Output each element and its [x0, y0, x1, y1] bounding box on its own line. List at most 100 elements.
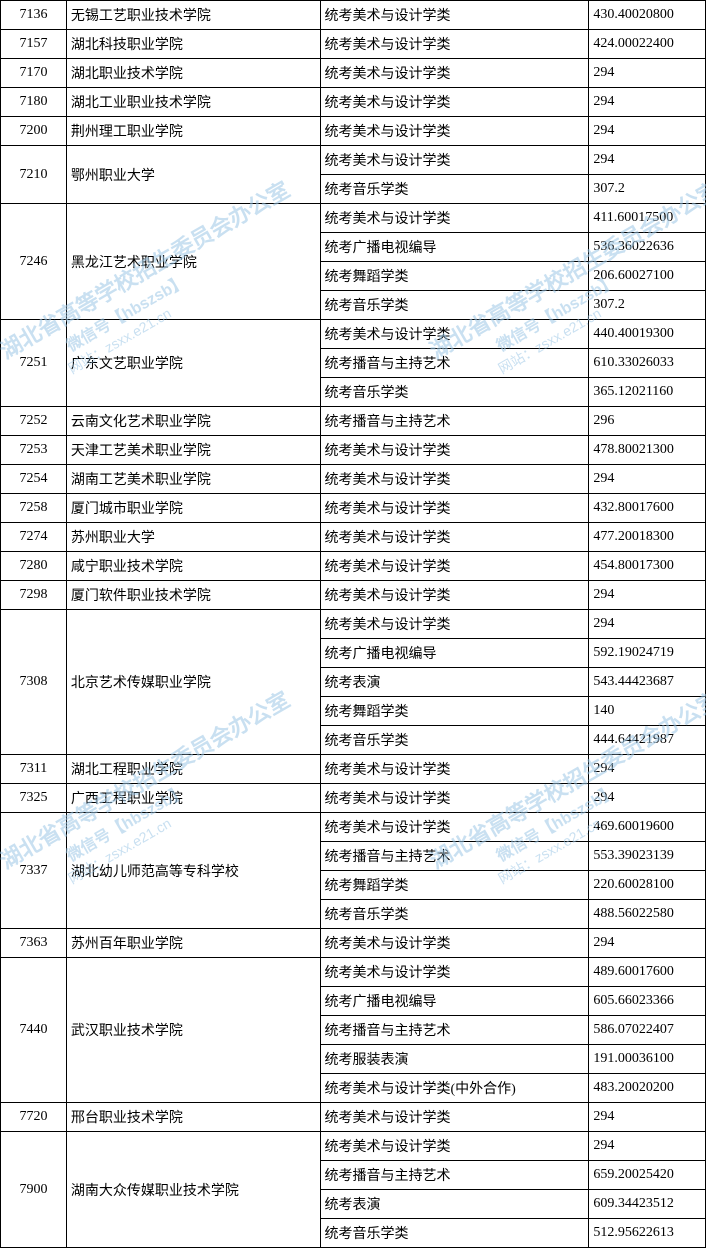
- cell-school: 无锡工艺职业技术学院: [66, 1, 320, 30]
- cell-category: 统考美术与设计学类: [320, 494, 589, 523]
- cell-score: 430.40020800: [589, 1, 706, 30]
- cell-code: 7280: [1, 552, 67, 581]
- cell-school: 苏州职业大学: [66, 523, 320, 552]
- cell-category: 统考音乐学类: [320, 1219, 589, 1248]
- cell-category: 统考音乐学类: [320, 378, 589, 407]
- cell-category: 统考广播电视编导: [320, 639, 589, 668]
- cell-score: 294: [589, 1103, 706, 1132]
- cell-category: 统考播音与主持艺术: [320, 1016, 589, 1045]
- cell-school: 云南文化艺术职业学院: [66, 407, 320, 436]
- cell-code: 7180: [1, 88, 67, 117]
- cell-category: 统考美术与设计学类: [320, 436, 589, 465]
- cell-category: 统考美术与设计学类(中外合作): [320, 1074, 589, 1103]
- cell-category: 统考广播电视编导: [320, 233, 589, 262]
- cell-code: 7298: [1, 581, 67, 610]
- table-row: 7258厦门城市职业学院统考美术与设计学类432.80017600: [1, 494, 706, 523]
- table-row: 7246黑龙江艺术职业学院统考美术与设计学类411.60017500: [1, 204, 706, 233]
- cell-category: 统考表演: [320, 668, 589, 697]
- cell-score: 659.20025420: [589, 1161, 706, 1190]
- cell-school: 天津工艺美术职业学院: [66, 436, 320, 465]
- cell-category: 统考美术与设计学类: [320, 1, 589, 30]
- table-row: 7274苏州职业大学统考美术与设计学类477.20018300: [1, 523, 706, 552]
- cell-school: 广西工程职业学院: [66, 784, 320, 813]
- cell-score: 307.2: [589, 175, 706, 204]
- cell-category: 统考美术与设计学类: [320, 117, 589, 146]
- cell-score: 543.44423687: [589, 668, 706, 697]
- table-row: 7157湖北科技职业学院统考美术与设计学类424.00022400: [1, 30, 706, 59]
- table-row: 7308北京艺术传媒职业学院统考美术与设计学类294: [1, 610, 706, 639]
- cell-school: 湖南工艺美术职业学院: [66, 465, 320, 494]
- table-row: 7720邢台职业技术学院统考美术与设计学类294: [1, 1103, 706, 1132]
- cell-category: 统考美术与设计学类: [320, 465, 589, 494]
- cell-score: 294: [589, 610, 706, 639]
- cell-category: 统考播音与主持艺术: [320, 349, 589, 378]
- cell-score: 294: [589, 146, 706, 175]
- cell-code: 7254: [1, 465, 67, 494]
- cell-score: 477.20018300: [589, 523, 706, 552]
- cell-code: 7440: [1, 958, 67, 1103]
- cell-category: 统考播音与主持艺术: [320, 407, 589, 436]
- cell-code: 7311: [1, 755, 67, 784]
- cell-category: 统考美术与设计学类: [320, 958, 589, 987]
- cell-score: 294: [589, 1132, 706, 1161]
- table-row: 7311湖北工程职业学院统考美术与设计学类294: [1, 755, 706, 784]
- cell-score: 307.2: [589, 291, 706, 320]
- cell-category: 统考服装表演: [320, 1045, 589, 1074]
- cell-score: 440.40019300: [589, 320, 706, 349]
- cell-category: 统考美术与设计学类: [320, 929, 589, 958]
- cell-school: 北京艺术传媒职业学院: [66, 610, 320, 755]
- cell-category: 统考美术与设计学类: [320, 30, 589, 59]
- table-row: 7251广东文艺职业学院统考美术与设计学类440.40019300: [1, 320, 706, 349]
- admissions-table: 7136无锡工艺职业技术学院统考美术与设计学类430.400208007157湖…: [0, 0, 706, 1248]
- cell-category: 统考舞蹈学类: [320, 871, 589, 900]
- cell-score: 592.19024719: [589, 639, 706, 668]
- cell-score: 553.39023139: [589, 842, 706, 871]
- cell-category: 统考美术与设计学类: [320, 146, 589, 175]
- cell-school: 荆州理工职业学院: [66, 117, 320, 146]
- cell-score: 294: [589, 581, 706, 610]
- cell-category: 统考美术与设计学类: [320, 1132, 589, 1161]
- table-row: 7325广西工程职业学院统考美术与设计学类294: [1, 784, 706, 813]
- cell-school: 湖南大众传媒职业技术学院: [66, 1132, 320, 1248]
- table-row: 7900湖南大众传媒职业技术学院统考美术与设计学类294: [1, 1132, 706, 1161]
- cell-category: 统考美术与设计学类: [320, 88, 589, 117]
- cell-category: 统考广播电视编导: [320, 987, 589, 1016]
- cell-score: 605.66023366: [589, 987, 706, 1016]
- cell-score: 294: [589, 755, 706, 784]
- cell-code: 7900: [1, 1132, 67, 1248]
- table-body: 7136无锡工艺职业技术学院统考美术与设计学类430.400208007157湖…: [1, 1, 706, 1248]
- cell-category: 统考美术与设计学类: [320, 552, 589, 581]
- cell-score: 609.34423512: [589, 1190, 706, 1219]
- table-row: 7200荆州理工职业学院统考美术与设计学类294: [1, 117, 706, 146]
- cell-score: 488.56022580: [589, 900, 706, 929]
- cell-score: 483.20020200: [589, 1074, 706, 1103]
- cell-score: 294: [589, 88, 706, 117]
- cell-score: 536.36022636: [589, 233, 706, 262]
- cell-school: 湖北工业职业技术学院: [66, 88, 320, 117]
- cell-score: 411.60017500: [589, 204, 706, 233]
- cell-category: 统考音乐学类: [320, 175, 589, 204]
- cell-school: 湖北职业技术学院: [66, 59, 320, 88]
- cell-score: 454.80017300: [589, 552, 706, 581]
- cell-score: 294: [589, 117, 706, 146]
- cell-score: 220.60028100: [589, 871, 706, 900]
- table-row: 7254湖南工艺美术职业学院统考美术与设计学类294: [1, 465, 706, 494]
- cell-school: 鄂州职业大学: [66, 146, 320, 204]
- cell-category: 统考音乐学类: [320, 900, 589, 929]
- cell-school: 湖北科技职业学院: [66, 30, 320, 59]
- cell-score: 294: [589, 59, 706, 88]
- cell-code: 7251: [1, 320, 67, 407]
- cell-code: 7363: [1, 929, 67, 958]
- table-row: 7136无锡工艺职业技术学院统考美术与设计学类430.40020800: [1, 1, 706, 30]
- cell-category: 统考美术与设计学类: [320, 581, 589, 610]
- cell-score: 294: [589, 784, 706, 813]
- cell-score: 294: [589, 929, 706, 958]
- cell-code: 7253: [1, 436, 67, 465]
- table-row: 7298厦门软件职业技术学院统考美术与设计学类294: [1, 581, 706, 610]
- cell-school: 厦门城市职业学院: [66, 494, 320, 523]
- cell-category: 统考音乐学类: [320, 291, 589, 320]
- cell-code: 7258: [1, 494, 67, 523]
- cell-code: 7157: [1, 30, 67, 59]
- cell-score: 191.00036100: [589, 1045, 706, 1074]
- cell-category: 统考播音与主持艺术: [320, 1161, 589, 1190]
